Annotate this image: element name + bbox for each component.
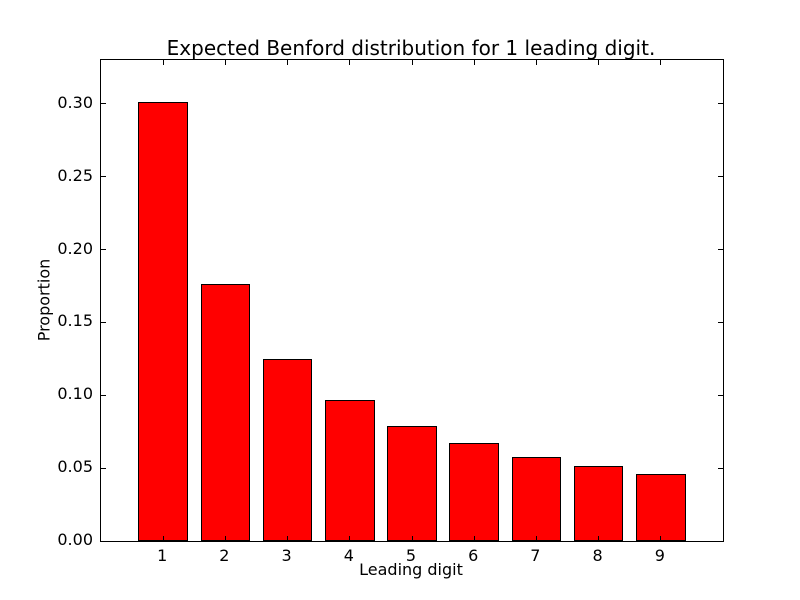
x-tick-mark-top	[473, 60, 475, 65]
x-tick-label: 9	[654, 546, 665, 565]
y-tick-mark	[101, 321, 106, 323]
bar	[573, 466, 624, 541]
x-tick-label: 4	[343, 546, 354, 565]
bar	[511, 456, 562, 541]
y-tick-mark-right	[718, 176, 723, 178]
y-tick-label: 0.25	[57, 165, 93, 185]
x-tick-mark-top	[162, 60, 164, 65]
y-tick-label: 0.15	[57, 311, 93, 331]
bar	[387, 425, 437, 541]
x-tick-label: 8	[592, 546, 603, 565]
x-tick-label: 6	[468, 546, 479, 565]
x-tick-label: 2	[219, 546, 230, 565]
bar	[200, 284, 251, 541]
chart-title: Expected Benford distribution for 1 lead…	[166, 36, 656, 60]
y-tick-label: 0.05	[57, 457, 93, 477]
x-tick-mark-top	[287, 60, 289, 65]
x-tick-mark	[473, 536, 475, 541]
y-tick-mark	[101, 176, 106, 178]
bar	[635, 474, 686, 541]
bar	[262, 358, 313, 541]
y-tick-mark	[101, 540, 106, 542]
y-tick-label: 0.20	[57, 238, 93, 258]
x-tick-mark	[535, 536, 537, 541]
y-tick-mark-right	[718, 321, 723, 323]
x-tick-mark	[162, 536, 164, 541]
bar	[138, 102, 189, 541]
x-tick-mark-top	[349, 60, 351, 65]
y-tick-mark	[101, 467, 106, 469]
x-tick-label: 5	[405, 546, 417, 565]
x-tick-label: 3	[281, 546, 292, 565]
y-tick-label: 0.00	[57, 530, 93, 549]
y-tick-label: 0.30	[57, 92, 93, 112]
x-tick-mark-top	[411, 60, 413, 65]
x-tick-mark	[411, 536, 413, 541]
x-tick-mark-top	[660, 60, 662, 65]
x-tick-label: 7	[530, 546, 541, 565]
y-tick-mark-right	[718, 103, 723, 105]
y-tick-mark-right	[718, 249, 723, 250]
x-tick-mark-top	[224, 60, 226, 65]
y-tick-mark-right	[718, 467, 723, 469]
x-tick-mark	[598, 536, 600, 541]
x-tick-mark	[660, 536, 662, 541]
bar	[449, 443, 500, 541]
y-tick-mark	[101, 394, 106, 396]
x-tick-mark-top	[598, 60, 600, 65]
y-tick-mark-right	[718, 394, 723, 396]
x-axis-label: Leading digit	[359, 560, 463, 579]
x-tick-mark	[287, 536, 289, 541]
x-tick-mark	[224, 536, 226, 541]
y-tick-mark	[101, 249, 106, 250]
bar	[324, 399, 375, 541]
y-tick-label: 0.10	[57, 384, 93, 404]
x-tick-mark-top	[535, 60, 537, 65]
plot-area	[100, 59, 724, 542]
x-tick-label: 1	[157, 546, 168, 565]
x-tick-mark	[349, 536, 351, 541]
y-tick-mark	[101, 103, 106, 105]
y-tick-mark-right	[718, 540, 723, 542]
